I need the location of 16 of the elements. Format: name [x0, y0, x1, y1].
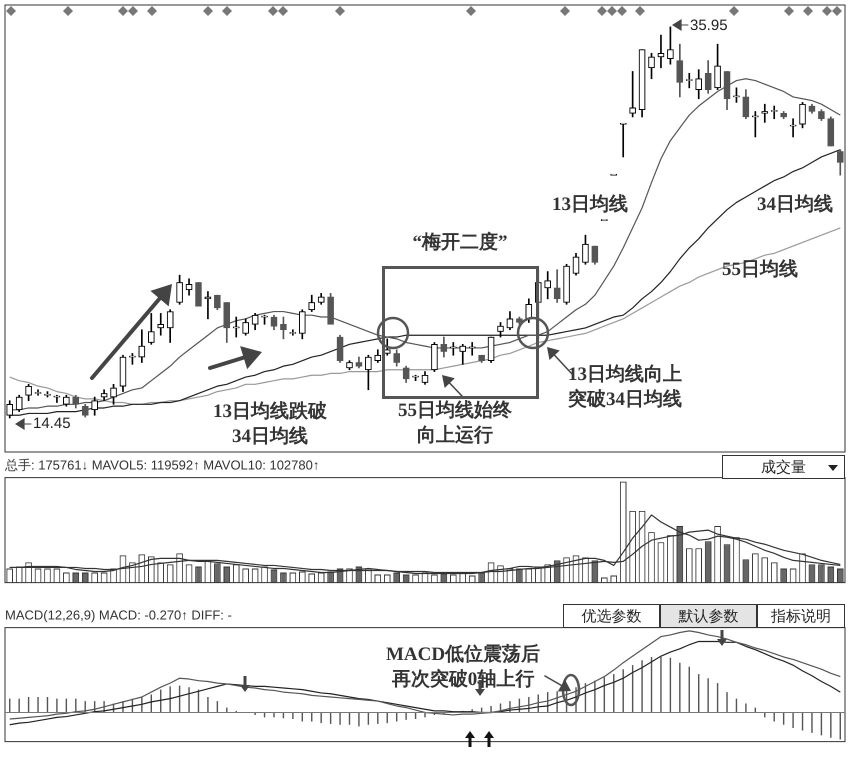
annotation: 13日均线向上突破34日均线 [567, 362, 682, 410]
series-label: 13日均线 [552, 192, 628, 215]
series-label: 34日均线 [757, 192, 833, 215]
annotation: 35.95 [690, 17, 728, 34]
chart-title: 总手: 175761↓ MAVOL5: 119592↑ MAVOL10: 102780↑ [4, 457, 320, 472]
annotation: 13日均线跌破34日均线 [213, 400, 328, 447]
text: 优选参数 [582, 606, 642, 626]
chart-title: MACD(12,26,9) MACD: -0.270↑ DIFF: - [5, 607, 232, 622]
annotation: “梅开二度” [412, 230, 508, 253]
text: 默认参数 [678, 606, 738, 626]
annotation: MACD低位震荡后再次突破0轴上行 [386, 642, 540, 690]
text: 指标说明 [771, 606, 831, 626]
annotation: 14.45 [33, 415, 71, 432]
annotation: 55日均线始终向上运行 [398, 398, 513, 446]
text: 成交量 [761, 458, 806, 476]
series-label: 55日均线 [722, 258, 798, 280]
